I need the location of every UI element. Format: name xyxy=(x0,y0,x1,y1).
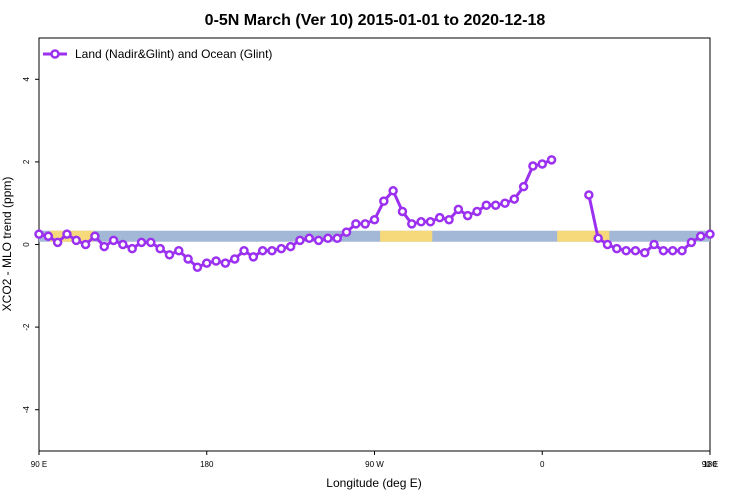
data-point xyxy=(90,231,100,241)
y-axis-label: XCO2 - MLO trend (ppm) xyxy=(0,177,14,312)
x-tick-label: 90 E xyxy=(31,460,47,469)
data-point xyxy=(164,250,175,260)
data-point xyxy=(267,245,277,256)
data-point xyxy=(360,219,370,229)
y-axis-ticks: -4 -2 0 2 4 xyxy=(22,77,39,414)
data-point xyxy=(323,233,333,244)
data-point xyxy=(174,245,184,256)
legend-marker xyxy=(50,49,60,59)
data-point xyxy=(407,219,417,229)
data-point xyxy=(584,190,594,200)
data-point xyxy=(518,181,529,192)
data-point xyxy=(546,155,557,165)
data-point xyxy=(705,229,715,239)
x-tick-label: 180 xyxy=(703,460,717,469)
data-point xyxy=(304,233,315,244)
x-tick-label: 0 xyxy=(540,460,545,469)
data-point xyxy=(229,254,240,264)
data-point xyxy=(108,235,119,246)
data-point xyxy=(220,258,231,268)
data-point xyxy=(62,229,72,239)
data-point xyxy=(416,217,426,227)
data-point xyxy=(593,233,603,244)
data-point xyxy=(444,214,454,225)
data-point xyxy=(52,237,63,248)
data-point xyxy=(211,256,221,266)
data-point xyxy=(602,239,613,250)
data-point xyxy=(239,245,249,256)
data-point xyxy=(118,239,128,250)
data-point xyxy=(146,237,156,248)
data-point xyxy=(695,231,706,241)
data-point xyxy=(257,245,268,256)
data-point xyxy=(295,235,305,246)
data-point xyxy=(453,204,464,215)
data-point xyxy=(202,258,212,268)
data-point xyxy=(276,243,287,254)
data-point xyxy=(388,186,398,196)
data-point xyxy=(472,206,482,217)
data-point xyxy=(127,243,137,254)
data-point xyxy=(490,200,501,211)
data-point xyxy=(500,198,510,208)
data-point xyxy=(612,243,622,254)
legend-label: Land (Nadir&Glint) and Ocean (Glint) xyxy=(75,47,272,61)
y-tick-label: -2 xyxy=(22,323,31,331)
data-point xyxy=(462,210,473,221)
data-point xyxy=(332,233,342,244)
data-point xyxy=(192,262,203,272)
data-point xyxy=(183,254,193,264)
data-point xyxy=(379,196,389,206)
data-point xyxy=(71,235,82,246)
x-tick-label: 180 xyxy=(200,460,214,469)
data-point xyxy=(621,245,631,256)
data-point xyxy=(640,248,650,258)
data-point xyxy=(667,245,678,256)
x-tick-label: 90 W xyxy=(365,460,384,469)
y-tick-label: 0 xyxy=(22,242,31,247)
data-point xyxy=(43,231,54,241)
y-tick-label: 4 xyxy=(22,77,31,82)
data-point xyxy=(136,237,147,248)
data-point xyxy=(537,159,547,169)
data-point xyxy=(285,241,296,252)
data-point xyxy=(397,206,408,217)
chart-title: 0-5N March (Ver 10) 2015-01-01 to 2020-1… xyxy=(205,12,546,29)
data-point xyxy=(649,239,659,250)
y-tick-label: 2 xyxy=(22,159,31,164)
series-layer xyxy=(34,155,715,272)
y-tick-label: -4 xyxy=(22,406,31,414)
data-point xyxy=(434,212,445,223)
data-point xyxy=(425,217,436,227)
data-point xyxy=(630,245,641,256)
x-axis-label: Longitude (deg E) xyxy=(326,476,421,490)
data-point xyxy=(686,237,697,248)
data-point xyxy=(528,161,538,171)
data-point xyxy=(677,245,687,256)
data-point xyxy=(509,194,520,204)
data-point xyxy=(341,227,352,237)
data-point xyxy=(351,219,361,229)
data-point xyxy=(369,214,380,225)
data-point xyxy=(248,252,259,262)
data-point xyxy=(99,241,109,252)
data-point xyxy=(313,235,324,246)
x-tick-label: 90 E xyxy=(702,460,718,469)
data-point xyxy=(34,229,44,239)
data-point xyxy=(80,239,91,250)
data-point xyxy=(658,245,669,256)
data-point xyxy=(155,243,165,254)
data-point xyxy=(481,200,492,211)
legend: Land (Nadir&Glint) and Ocean (Glint) xyxy=(43,47,272,61)
